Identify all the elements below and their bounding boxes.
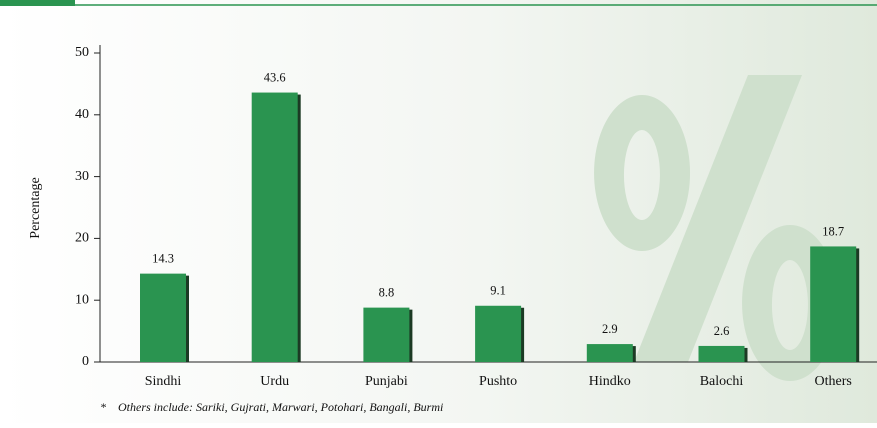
footnote: * Others include: Sariki, Gujrati, Marwa… [100, 400, 443, 414]
data-label: 14.3 [152, 252, 174, 266]
bar [810, 246, 857, 362]
y-tick-label: 10 [75, 292, 89, 307]
x-tick-label: Hindko [589, 374, 631, 389]
data-label: 43.6 [264, 70, 286, 84]
bar [363, 307, 410, 362]
data-label: 2.9 [602, 322, 618, 336]
bar [140, 273, 186, 362]
data-label: 8.8 [379, 285, 395, 299]
header-block [0, 0, 75, 6]
data-label: 2.6 [714, 324, 730, 338]
x-tick-label: Others [815, 374, 852, 389]
data-label: 9.1 [490, 284, 506, 298]
y-tick-label: 0 [82, 354, 89, 369]
bar [698, 345, 745, 362]
data-label: 18.7 [822, 224, 844, 238]
y-tick-label: 30 [75, 169, 89, 184]
y-tick-label: 40 [75, 107, 89, 122]
y-tick-label: 50 [75, 45, 89, 60]
x-tick-label: Punjabi [365, 374, 408, 389]
bar [475, 305, 522, 362]
y-axis-label: Percentage [28, 177, 43, 238]
x-tick-label: Sindhi [145, 374, 182, 389]
bar [586, 344, 633, 362]
bar [251, 92, 298, 362]
y-tick-label: 20 [75, 231, 89, 246]
x-tick-label: Urdu [260, 374, 289, 389]
x-tick-label: Balochi [700, 374, 744, 389]
x-tick-label: Pushto [479, 374, 517, 389]
